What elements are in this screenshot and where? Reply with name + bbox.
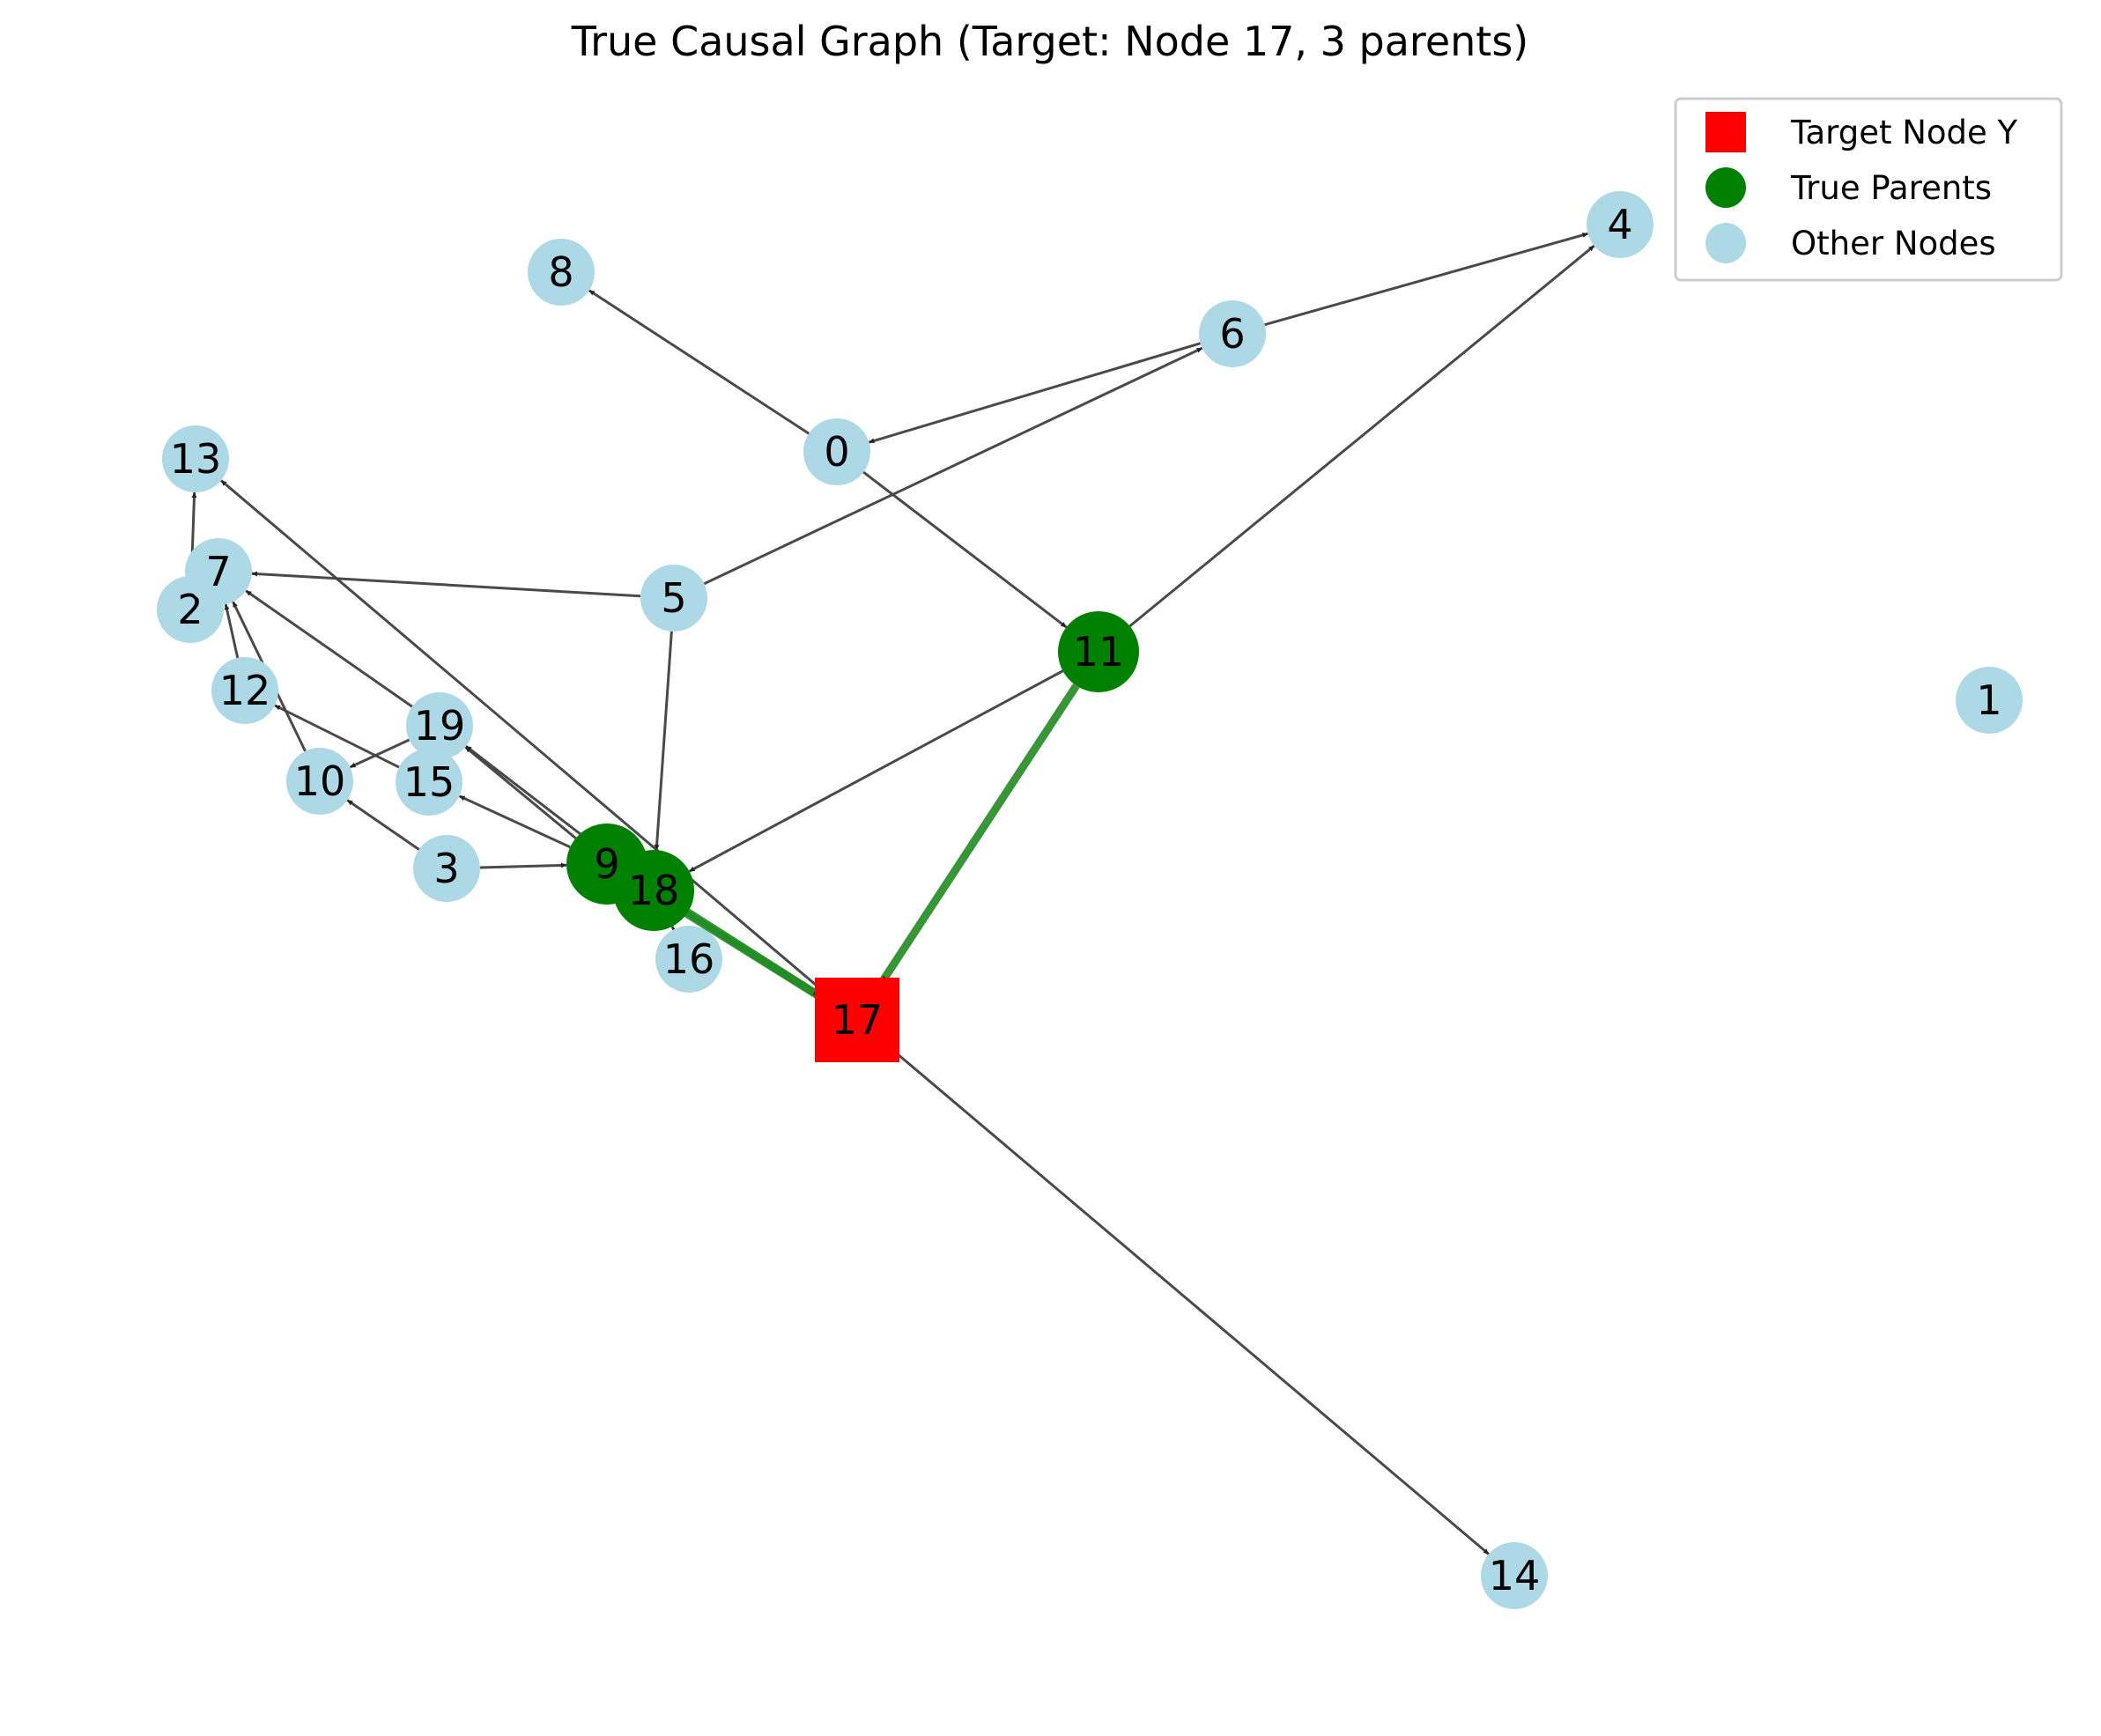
edge-11-to-18: [688, 669, 1064, 873]
node-15-shape: [396, 749, 462, 816]
edge-5-to-18: [654, 631, 673, 851]
edge-19-to-7: [245, 589, 413, 708]
edge-0-to-11: [862, 470, 1068, 629]
node-12: 12: [211, 657, 278, 724]
node-14-shape: [1481, 1542, 1548, 1609]
node-3-label: 3: [433, 845, 459, 892]
node-0-label: 0: [824, 428, 849, 476]
edge-3-to-9: [479, 862, 567, 869]
node-19: 19: [406, 692, 473, 759]
node-14-label: 14: [1489, 1552, 1541, 1599]
node-11-label: 11: [1073, 628, 1125, 676]
node-11: 11: [1058, 611, 1139, 692]
legend-parent-marker: [1705, 167, 1746, 208]
node-13: 13: [162, 425, 229, 492]
edge-16-to-18: [670, 926, 677, 933]
node-5-shape: [640, 565, 707, 632]
node-7-shape: [185, 538, 252, 605]
edge-17-to-13: [220, 479, 824, 992]
node-10-shape: [286, 748, 353, 815]
legend-target-label: Target Node Y: [1790, 114, 2018, 151]
node-3: 3: [413, 835, 480, 902]
legend-box: [1674, 97, 2063, 282]
node-1: 1: [1956, 667, 2023, 734]
node-10-label: 10: [294, 757, 346, 805]
node-1-shape: [1956, 667, 2023, 734]
node-7-label: 7: [205, 548, 231, 595]
node-18-shape: [613, 850, 694, 931]
node-8-shape: [528, 239, 595, 306]
edge-11-to-4: [1128, 244, 1595, 628]
node-19-label: 19: [414, 702, 466, 750]
node-16-shape: [655, 926, 722, 993]
node-19-shape: [406, 692, 473, 759]
edge-6-to-4: [1264, 232, 1588, 327]
edge-5-to-6: [703, 346, 1203, 586]
edge-0-to-8: [588, 289, 810, 435]
edge-18-to-17: [685, 908, 821, 999]
node-12-shape: [211, 657, 278, 724]
node-5: 5: [640, 565, 707, 632]
node-8: 8: [528, 239, 595, 306]
edge-12-to-7: [224, 603, 240, 659]
node-11-shape: [1058, 611, 1139, 692]
node-4: 4: [1587, 191, 1653, 258]
edge-9-to-19: [464, 746, 577, 839]
node-6-label: 6: [1219, 310, 1245, 358]
node-4-shape: [1587, 191, 1653, 258]
node-6: 6: [1199, 300, 1266, 367]
node-0-shape: [803, 418, 870, 485]
node-18: 18: [613, 850, 694, 931]
node-4-label: 4: [1607, 201, 1632, 248]
node-13-shape: [162, 425, 229, 492]
node-16: 16: [655, 926, 722, 993]
node-17-shape: [815, 978, 899, 1062]
edge-6-to-0: [868, 342, 1202, 444]
node-13-label: 13: [170, 435, 222, 483]
edge-15-to-12: [274, 704, 400, 769]
edge-11-to-17: [878, 683, 1080, 984]
node-14: 14: [1481, 1542, 1548, 1609]
node-3-shape: [413, 835, 480, 902]
node-16-label: 16: [663, 935, 715, 983]
edge-9-to-15: [458, 794, 571, 849]
legend-target-marker: [1705, 112, 1746, 152]
edge-3-to-10: [346, 799, 420, 851]
node-8-label: 8: [548, 248, 573, 296]
node-1-label: 1: [1976, 676, 2001, 724]
edge-5-to-7: [251, 571, 641, 598]
node-17-label: 17: [832, 996, 884, 1044]
edge-19-to-10: [349, 738, 411, 769]
node-0: 0: [803, 418, 870, 485]
node-7: 7: [185, 538, 252, 605]
node-6-shape: [1199, 300, 1266, 367]
legend: Target Node Y True Parents Other Nodes: [1674, 97, 2063, 282]
node-5-label: 5: [661, 574, 686, 622]
edges: [189, 232, 1595, 1555]
edge-17-to-14: [891, 1048, 1490, 1555]
node-15-label: 15: [403, 758, 455, 806]
node-10: 10: [286, 748, 353, 815]
node-15: 15: [396, 749, 462, 816]
chart-title: True Causal Graph (Target: Node 17, 3 pa…: [571, 18, 1528, 65]
legend-other-marker: [1705, 223, 1746, 263]
node-18-label: 18: [628, 867, 680, 914]
node-12-label: 12: [219, 667, 271, 714]
legend-parent-label: True Parents: [1790, 169, 1992, 207]
legend-other-label: Other Nodes: [1791, 225, 1996, 262]
node-17: 17: [815, 978, 899, 1062]
